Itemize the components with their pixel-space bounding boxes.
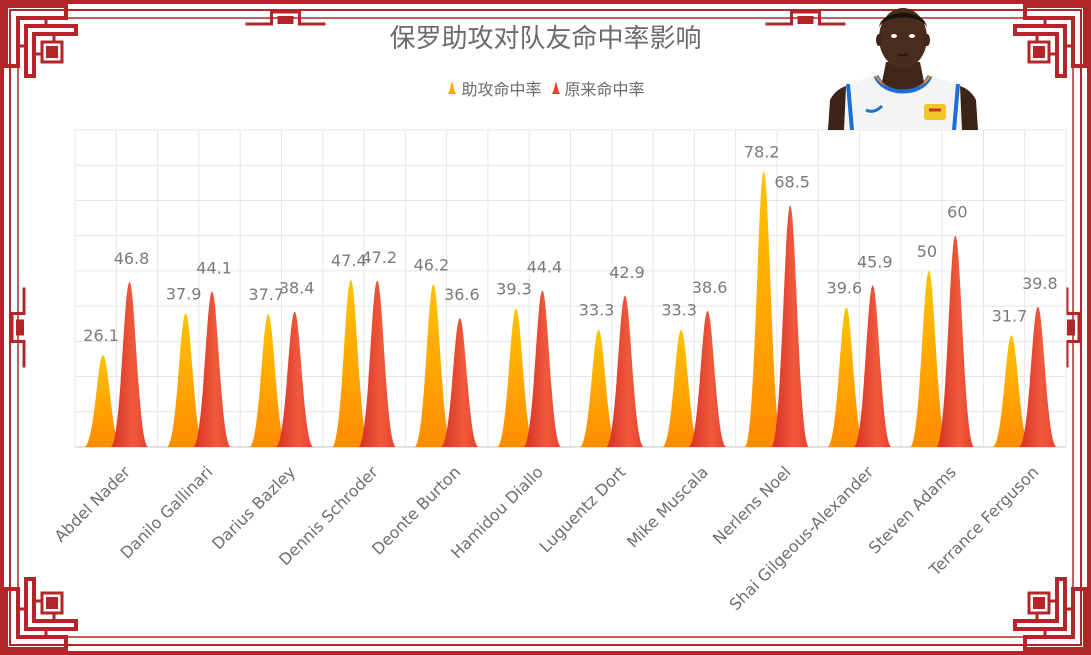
- peak-mark-assist-rate: [84, 355, 123, 447]
- data-label-original-rate: 38.6: [692, 278, 728, 297]
- frame-ornament: [10, 287, 26, 368]
- legend-item-original: 原来命中率: [550, 76, 645, 100]
- category-label: Steven Adams: [865, 462, 960, 557]
- category-label: Nerlens Noel: [709, 462, 795, 548]
- legend-swatch-assist: [447, 82, 458, 94]
- peak-mark-assist-rate: [662, 329, 701, 447]
- peak-mark-assist-rate: [414, 284, 453, 447]
- data-label-assist-rate: 33.3: [661, 301, 697, 320]
- peak-mark-assist-rate: [744, 171, 783, 447]
- data-label-original-rate: 42.9: [609, 263, 645, 282]
- peak-mark-original-rate: [853, 285, 892, 447]
- peak-mark-original-rate: [358, 280, 397, 447]
- data-label-original-rate: 60: [947, 203, 967, 222]
- peak-mark-assist-rate: [992, 335, 1031, 447]
- peak-mark-original-rate: [440, 318, 479, 447]
- peak-mark-assist-rate: [166, 313, 205, 447]
- legend: 助攻命中率 原来命中率: [0, 76, 1091, 100]
- peak-mark-assist-rate: [496, 308, 535, 447]
- data-label-original-rate: 45.9: [857, 252, 893, 271]
- data-label-assist-rate: 26.1: [83, 326, 119, 345]
- frame-rail: [9, 9, 1082, 646]
- data-label-original-rate: 68.5: [774, 173, 810, 192]
- frame-corner: [4, 4, 78, 78]
- category-label: Abdel Nader: [51, 462, 135, 546]
- data-label-assist-rate: 47.4: [331, 251, 367, 270]
- peak-mark-original-rate: [523, 290, 562, 447]
- data-label-original-rate: 38.4: [279, 279, 315, 298]
- data-label-assist-rate: 37.9: [166, 285, 202, 304]
- frame-corner: [1013, 577, 1087, 651]
- peak-mark-original-rate: [1018, 306, 1057, 447]
- category-label: Shai Gilgeous-Alexander: [726, 462, 878, 614]
- data-label-original-rate: 44.4: [527, 258, 563, 277]
- frame-ornament: [245, 10, 326, 26]
- legend-swatch-original: [550, 82, 561, 94]
- data-label-original-rate: 46.8: [114, 249, 150, 268]
- peak-mark-original-rate: [606, 295, 645, 447]
- peak-mark-assist-rate: [331, 280, 370, 447]
- chart-title: 保罗助攻对队友命中率影响: [389, 24, 702, 54]
- category-label: Mike Muscala: [623, 462, 712, 551]
- data-label-original-rate: 39.8: [1022, 274, 1058, 293]
- frame-corner: [4, 577, 78, 651]
- data-label-original-rate: 47.2: [361, 248, 397, 267]
- legend-label-original: 原来命中率: [564, 80, 645, 99]
- data-label-assist-rate: 46.2: [414, 255, 450, 274]
- peak-mark-original-rate: [275, 311, 314, 447]
- peak-mark-original-rate: [110, 282, 149, 447]
- data-marks: [84, 171, 1057, 447]
- legend-label-assist: 助攻命中率: [461, 80, 542, 99]
- data-label-assist-rate: 37.7: [248, 285, 284, 304]
- category-label: Deonte Burton: [368, 462, 464, 558]
- frame-ornament: [1065, 287, 1081, 368]
- data-label-assist-rate: 50: [917, 242, 937, 261]
- peak-mark-assist-rate: [579, 329, 618, 447]
- player-photo: [828, 8, 978, 130]
- data-labels: 26.1 46.8 37.9 44.1 37.738.4 47.447.2 46.2 36.6…: [83, 143, 1057, 346]
- grid: [74, 129, 1067, 448]
- data-label-original-rate: 44.1: [196, 259, 232, 278]
- data-label-assist-rate: 78.2: [744, 143, 780, 162]
- frame-corner: [1013, 4, 1087, 78]
- peak-mark-original-rate: [193, 291, 232, 447]
- data-label-assist-rate: 31.7: [992, 306, 1028, 325]
- peak-mark-original-rate: [688, 311, 727, 447]
- data-label-assist-rate: 33.3: [579, 301, 615, 320]
- peak-mark-assist-rate: [827, 307, 866, 447]
- peak-mark-assist-rate: [249, 314, 288, 447]
- category-label: Luguentz Dort: [536, 462, 630, 556]
- frame-ornament: [765, 10, 846, 26]
- category-label: Darius Bazley: [208, 462, 299, 553]
- peak-mark-assist-rate: [909, 270, 948, 447]
- peak-mark-original-rate: [936, 235, 975, 447]
- legend-item-assist: 助攻命中率: [446, 76, 542, 100]
- peak-mark-original-rate: [771, 205, 810, 447]
- data-label-original-rate: 36.6: [444, 285, 480, 304]
- data-label-assist-rate: 39.6: [827, 279, 863, 298]
- data-label-assist-rate: 39.3: [496, 280, 532, 299]
